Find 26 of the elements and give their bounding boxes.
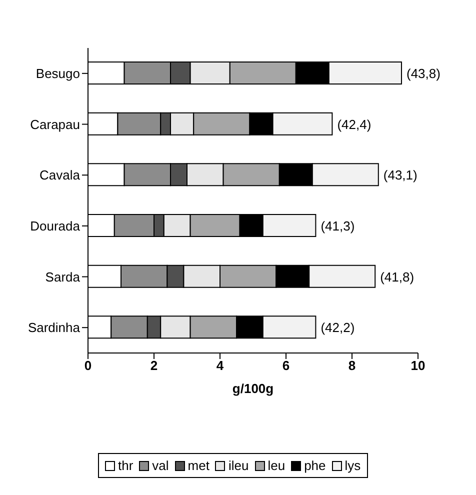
- y-tick-label: Sarda: [45, 269, 81, 284]
- y-tick-label: Besugo: [36, 66, 80, 82]
- legend-label: leu: [268, 458, 286, 473]
- legend-label: val: [152, 458, 169, 473]
- legend-label: phe: [304, 458, 326, 473]
- annotation: (43,1): [383, 168, 418, 183]
- x-tick-label: 8: [348, 358, 356, 374]
- legend-label: ileu: [228, 458, 249, 473]
- y-tick-label: Carapau: [30, 116, 80, 132]
- y-tick-label: Cavala: [40, 168, 81, 183]
- x-tick-label: 4: [216, 358, 224, 374]
- legend-label: met: [188, 458, 210, 473]
- y-tick-label: Dourada: [30, 218, 81, 234]
- annotation: (42,4): [337, 116, 372, 132]
- legend-label: lys: [344, 458, 361, 473]
- annotation: (42,2): [320, 320, 355, 336]
- x-tick-label: 6: [282, 358, 290, 374]
- x-tick-label: 2: [150, 358, 158, 374]
- legend-label: thr: [118, 458, 134, 473]
- annotation: (43,8): [406, 66, 440, 82]
- x-tick-label: 10: [410, 358, 426, 374]
- y-tick-label: Sardinha: [28, 320, 81, 336]
- x-tick-label: 0: [84, 358, 92, 374]
- annotation: (41,8): [380, 269, 414, 284]
- annotation: (41,3): [320, 218, 355, 234]
- x-axis-title: g/100g: [232, 381, 274, 396]
